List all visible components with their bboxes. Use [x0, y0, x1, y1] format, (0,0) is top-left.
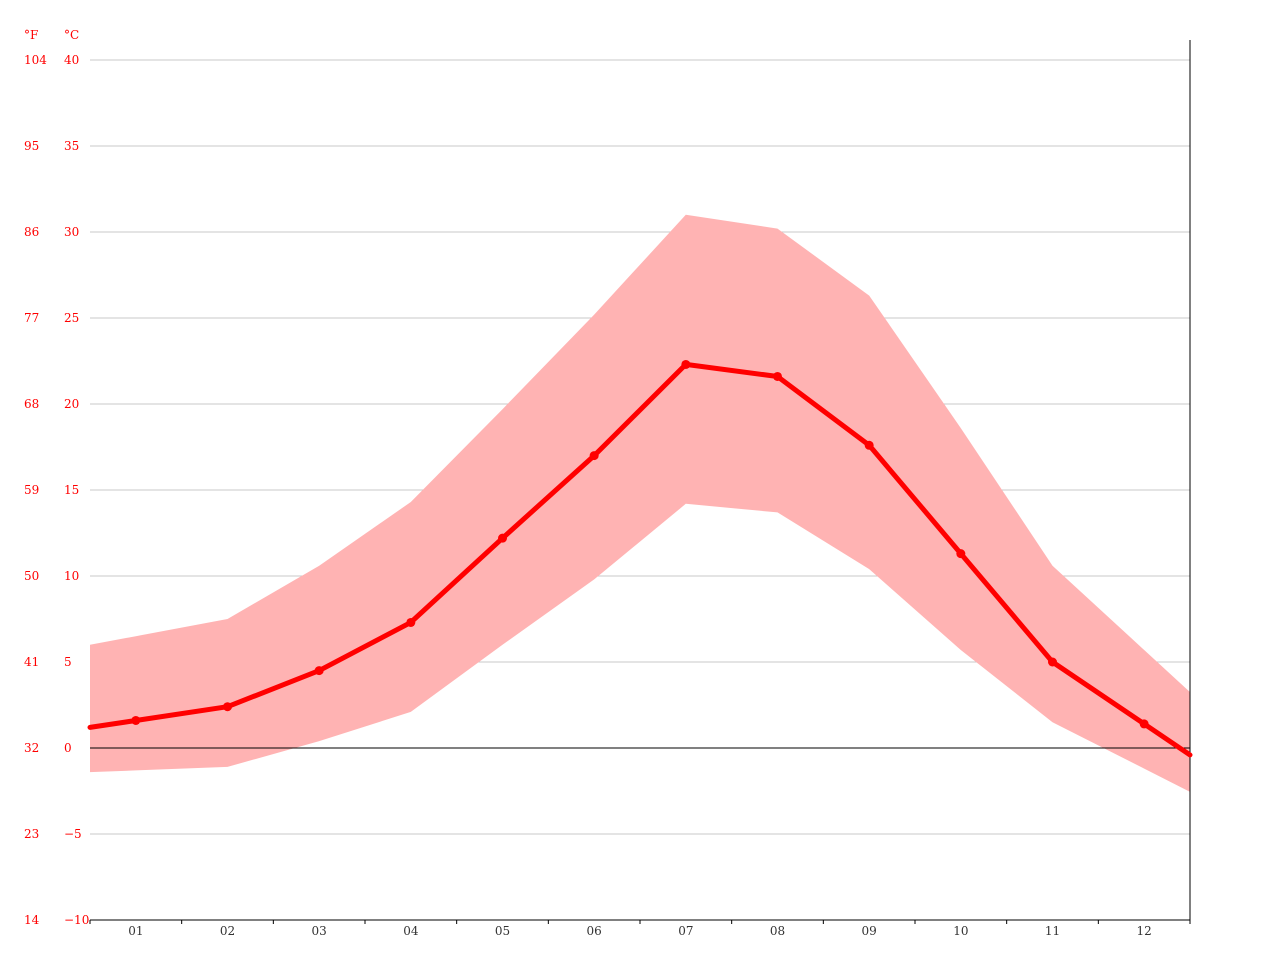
y-tick-label-celsius: 40	[64, 53, 79, 67]
x-tick-label: 01	[128, 924, 143, 938]
mean-temperature-point	[498, 533, 507, 543]
x-tick-label: 12	[1137, 924, 1152, 938]
y-tick-label-fahrenheit: 41	[24, 655, 39, 669]
y-tick-label-fahrenheit: 14	[24, 913, 40, 927]
y-tick-label-celsius: −10	[64, 913, 89, 927]
celsius-unit-label: °C	[64, 28, 79, 42]
x-tick-label: 08	[770, 924, 785, 938]
y-tick-label-fahrenheit: 77	[24, 311, 39, 325]
x-tick-label: 07	[678, 924, 693, 938]
x-tick-label: 03	[312, 924, 327, 938]
y-tick-label-fahrenheit: 104	[24, 53, 47, 67]
y-tick-label-fahrenheit: 68	[24, 397, 39, 411]
y-tick-label-celsius: 10	[64, 569, 79, 583]
x-tick-label: 06	[587, 924, 602, 938]
y-tick-label-fahrenheit: 23	[24, 827, 39, 841]
axes-layer	[89, 40, 1191, 924]
mean-temperature-point	[1048, 657, 1057, 667]
temperature-range-band	[90, 214, 1190, 792]
y-tick-label-fahrenheit: 32	[24, 741, 39, 755]
y-tick-label-celsius: 5	[64, 655, 72, 669]
mean-temperature-point	[223, 702, 232, 712]
range-band-layer	[90, 214, 1190, 792]
series-line-layer	[87, 359, 1193, 758]
y-tick-label-fahrenheit: 50	[24, 569, 39, 583]
y-tick-label-celsius: 20	[64, 397, 79, 411]
y-tick-label-celsius: 15	[64, 483, 79, 497]
mean-temperature-point	[406, 617, 416, 627]
mean-temperature-point	[864, 440, 874, 450]
y-tick-label-celsius: −5	[64, 827, 82, 841]
y-tick-label-celsius: 35	[64, 139, 79, 153]
x-tick-label: 05	[495, 924, 510, 938]
y-tick-label-fahrenheit: 95	[24, 139, 39, 153]
x-tick-label: 02	[220, 924, 235, 938]
mean-temperature-point	[681, 359, 691, 369]
fahrenheit-unit-label: °F	[24, 28, 38, 42]
x-tick-label: 10	[953, 924, 968, 938]
y-tick-label-celsius: 0	[64, 741, 72, 755]
mean-temperature-point	[956, 549, 966, 559]
mean-temperature-line	[87, 361, 1193, 758]
mean-temperature-point	[314, 666, 324, 676]
mean-temperature-point	[589, 451, 599, 461]
x-tick-label: 09	[862, 924, 877, 938]
mean-temperature-point	[1139, 719, 1149, 729]
x-tick-label: 11	[1045, 924, 1060, 938]
y-tick-label-celsius: 25	[64, 311, 79, 325]
tick-labels-layer: °F °C 14 −10 23 −5 32 0 41 5 50 10 59 15 68 20 77 25 86 3…	[24, 28, 1152, 938]
x-tick-label: 04	[403, 924, 419, 938]
y-tick-label-celsius: 30	[64, 225, 79, 239]
y-tick-label-fahrenheit: 86	[24, 225, 39, 239]
y-tick-label-fahrenheit: 59	[24, 483, 39, 497]
mean-temperature-point	[773, 371, 782, 381]
mean-temperature-point	[131, 715, 141, 725]
